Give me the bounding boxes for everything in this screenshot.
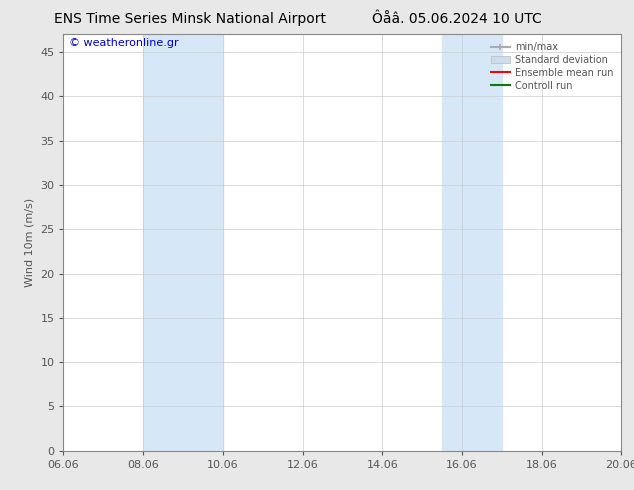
Text: ENS Time Series Minsk National Airport: ENS Time Series Minsk National Airport (54, 12, 327, 26)
Bar (442, 34, 501, 451)
Text: © weatheronline.gr: © weatheronline.gr (69, 38, 179, 49)
Legend: min/max, Standard deviation, Ensemble mean run, Controll run: min/max, Standard deviation, Ensemble me… (488, 39, 616, 94)
Y-axis label: Wind 10m (m/s): Wind 10m (m/s) (25, 198, 35, 287)
Bar (143, 34, 223, 451)
Text: Ôåâ. 05.06.2024 10 UTC: Ôåâ. 05.06.2024 10 UTC (372, 12, 541, 26)
